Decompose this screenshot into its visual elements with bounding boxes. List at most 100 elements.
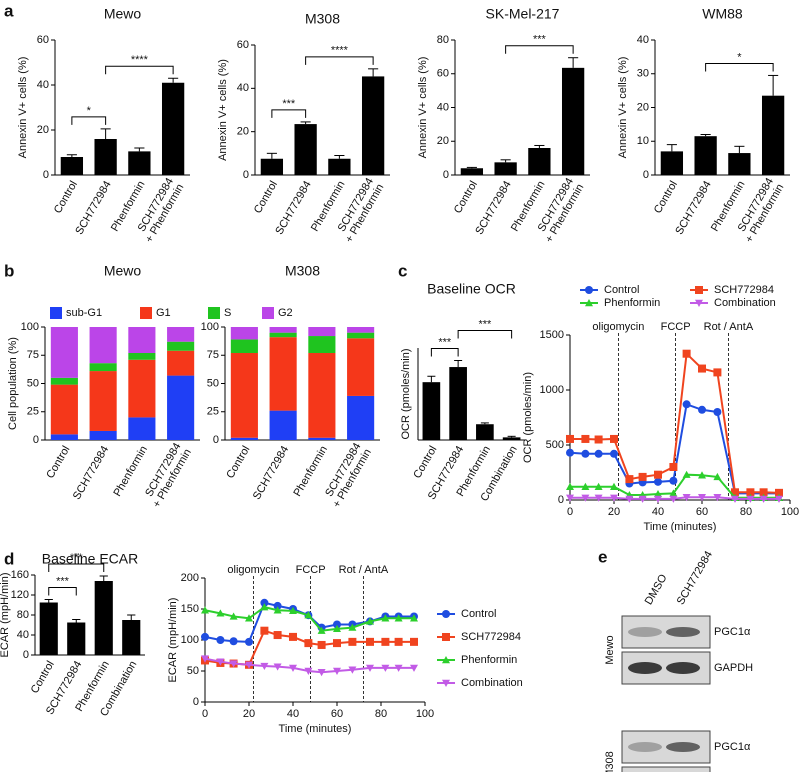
bar-segment xyxy=(269,327,297,333)
marker xyxy=(273,606,282,614)
marker xyxy=(229,612,238,620)
marker xyxy=(713,494,722,502)
legend-label: Control xyxy=(604,284,639,296)
x-axis-label: Time (minutes) xyxy=(644,521,717,533)
marker xyxy=(260,603,269,611)
marker xyxy=(273,601,282,610)
x-tick-label: 60 xyxy=(331,708,343,720)
legend-label: G2 xyxy=(278,307,293,319)
bar-segment xyxy=(308,352,336,438)
x-tick-label: Control xyxy=(652,179,680,216)
marker xyxy=(775,488,783,497)
marker xyxy=(245,661,253,669)
marker xyxy=(317,626,326,634)
legend-label: sub-G1 xyxy=(66,307,102,319)
chart-title: M308 xyxy=(305,11,340,27)
legend-swatch xyxy=(262,307,274,319)
legend-label: Phenformin xyxy=(604,297,660,309)
legend-label: S xyxy=(224,307,231,319)
group-label: M308 xyxy=(604,751,616,772)
legend-label: SCH772984 xyxy=(461,631,521,643)
marker xyxy=(333,667,341,675)
bar-segment xyxy=(269,337,297,411)
y-tick-label: 0 xyxy=(243,169,249,181)
significance-bracket xyxy=(48,563,105,572)
blot-band xyxy=(628,627,662,637)
y-tick-label: 150 xyxy=(181,603,199,615)
legend-marker xyxy=(695,299,703,307)
y-axis-label: Annexin V+ cells (%) xyxy=(217,59,229,161)
y-tick-label: 75 xyxy=(27,349,39,361)
blot-band xyxy=(628,662,662,674)
panel-label: a xyxy=(4,1,14,20)
y-tick-label: 40 xyxy=(37,79,49,91)
marker xyxy=(273,631,282,640)
bar-segment xyxy=(50,434,78,440)
y-tick-label: 10 xyxy=(637,135,649,147)
marker xyxy=(216,658,225,666)
marker xyxy=(610,482,618,490)
bar xyxy=(94,139,117,175)
y-tick-label: 50 xyxy=(27,377,39,389)
marker xyxy=(682,470,691,478)
event-label: Rot / AntA xyxy=(704,321,754,333)
marker xyxy=(682,400,691,409)
bar xyxy=(728,153,751,175)
x-tick-label: 80 xyxy=(740,506,752,518)
y-tick-label: 60 xyxy=(237,39,249,51)
y-tick-label: 50 xyxy=(207,377,219,389)
legend-marker xyxy=(585,299,593,307)
bar-segment xyxy=(89,430,117,440)
significance-label: * xyxy=(737,51,742,63)
panel-label: b xyxy=(4,261,14,280)
bar xyxy=(476,424,494,440)
marker xyxy=(698,494,706,502)
marker xyxy=(348,623,357,631)
significance-label: *** xyxy=(533,34,547,46)
marker xyxy=(333,624,341,633)
marker xyxy=(581,449,590,458)
bar-segment xyxy=(347,332,375,339)
bar-segment xyxy=(347,327,375,333)
y-tick-label: 0 xyxy=(558,494,564,506)
marker xyxy=(381,637,390,646)
chart-title: WM88 xyxy=(702,6,743,22)
marker xyxy=(381,614,390,622)
lane-label: SCH772984 xyxy=(675,549,715,607)
x-tick-label: 40 xyxy=(287,708,299,720)
x-tick-label: SCH772984 xyxy=(473,179,513,237)
marker xyxy=(731,488,739,497)
y-axis-label: Annexin V+ cells (%) xyxy=(417,57,429,159)
bar xyxy=(449,367,467,440)
marker xyxy=(304,667,313,675)
y-tick-label: 0 xyxy=(443,169,449,181)
panel-label: c xyxy=(398,261,407,280)
bar xyxy=(67,622,86,655)
chart-title: Mewo xyxy=(104,6,142,22)
bar-segment xyxy=(89,327,117,364)
x-tick-label: 100 xyxy=(781,506,799,518)
marker xyxy=(610,434,618,443)
marker xyxy=(245,614,253,622)
significance-label: *** xyxy=(438,336,452,348)
y-axis-label: ECAR (mpH/min) xyxy=(0,573,11,658)
bar-segment xyxy=(128,417,156,440)
blot-strip xyxy=(621,766,711,772)
y-tick-label: 100 xyxy=(201,321,219,333)
marker xyxy=(381,664,390,672)
blot-band xyxy=(666,742,700,752)
marker xyxy=(698,405,706,414)
bar-segment xyxy=(128,359,156,418)
legend-label: Combination xyxy=(714,297,776,309)
marker xyxy=(260,662,269,671)
marker xyxy=(682,349,691,358)
legend-marker xyxy=(585,286,593,294)
y-tick-label: 0 xyxy=(193,696,199,708)
y-tick-label: 80 xyxy=(17,609,29,621)
bar-segment xyxy=(269,410,297,440)
marker xyxy=(410,664,418,672)
bar xyxy=(260,158,284,175)
marker xyxy=(289,664,297,672)
bar xyxy=(502,437,521,440)
marker xyxy=(654,477,662,486)
